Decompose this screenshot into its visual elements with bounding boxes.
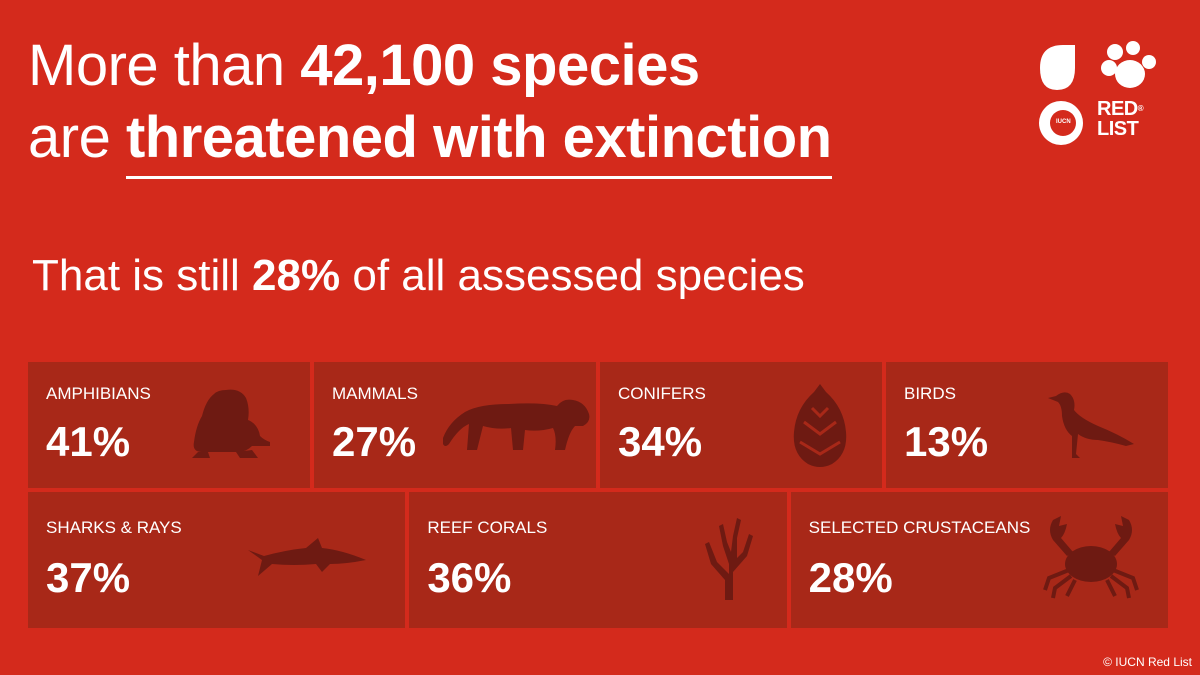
headline: More than 42,100 species are threatened … xyxy=(28,30,832,179)
tile-percent: 37% xyxy=(46,554,131,601)
tile-label: SHARKS & RAYS xyxy=(46,518,182,537)
subhead-text-2: of all assessed species xyxy=(340,251,805,300)
coral-icon xyxy=(705,518,754,600)
headline-count: 42,100 species xyxy=(300,33,700,98)
tile-percent: 34% xyxy=(618,418,703,465)
species-groups-grid: AMPHIBIANS 41% MAMMALS 27% CONIFERS 34% xyxy=(28,362,1168,628)
tile-label: BIRDS xyxy=(904,384,956,403)
logo-badge-text: IUCN xyxy=(1056,119,1071,125)
tile-label: AMPHIBIANS xyxy=(46,384,151,403)
groups-row-2: SHARKS & RAYS 37% REEF CORALS 36% SELECT… xyxy=(28,492,1168,628)
copyright: © IUCN Red List xyxy=(1103,655,1192,669)
tile-percent: 27% xyxy=(332,418,417,465)
groups-row-1: AMPHIBIANS 41% MAMMALS 27% CONIFERS 34% xyxy=(28,362,1168,488)
tile-label: MAMMALS xyxy=(332,384,418,403)
tile-birds: BIRDS 13% xyxy=(886,362,1168,488)
tiger-icon xyxy=(443,399,590,450)
tile-percent: 28% xyxy=(808,554,893,601)
tile-percent: 13% xyxy=(904,418,989,465)
bird-icon xyxy=(1048,392,1134,458)
subhead-text: That is still xyxy=(32,251,253,300)
iucn-red-list-logo xyxy=(1039,41,1156,145)
tile-label: REEF CORALS xyxy=(427,518,548,537)
subhead: That is still 28% of all assessed specie… xyxy=(32,248,805,304)
tile-label: SELECTED CRUSTACEANS xyxy=(808,518,1031,537)
logo-wordmark: RED® LIST xyxy=(1097,98,1144,140)
headline-text: More than xyxy=(28,33,301,98)
frog-icon xyxy=(192,389,270,458)
pinecone-icon xyxy=(793,384,847,467)
tile-percent: 36% xyxy=(427,554,512,601)
subhead-percent: 28% xyxy=(252,251,341,300)
tile-sharks-rays: SHARKS & RAYS 37% xyxy=(28,492,406,628)
tile-label: CONIFERS xyxy=(618,384,706,403)
tile-percent: 41% xyxy=(46,418,131,465)
tile-reef-corals: REEF CORALS 36% xyxy=(409,492,787,628)
headline-text-2: are xyxy=(28,105,126,170)
headline-emphasis: threatened with extinction xyxy=(125,105,832,179)
tile-amphibians: AMPHIBIANS 41% xyxy=(28,362,310,488)
tile-conifers: CONIFERS 34% xyxy=(600,362,882,488)
shark-icon xyxy=(248,538,366,576)
tile-mammals: MAMMALS 27% xyxy=(314,362,596,488)
crab-icon xyxy=(1042,516,1139,599)
tile-selected-crustaceans: SELECTED CRUSTACEANS 28% xyxy=(790,492,1168,628)
